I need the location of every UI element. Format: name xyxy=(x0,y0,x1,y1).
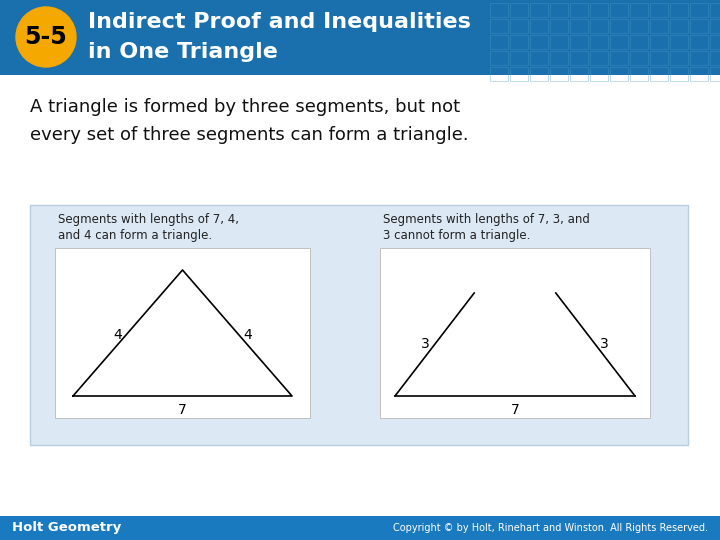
Text: Segments with lengths of 7, 3, and
3 cannot form a triangle.: Segments with lengths of 7, 3, and 3 can… xyxy=(383,213,590,242)
Bar xyxy=(630,3,648,17)
Bar xyxy=(710,67,720,81)
Text: 3: 3 xyxy=(600,338,609,352)
Circle shape xyxy=(16,7,76,67)
Bar xyxy=(670,3,688,17)
Bar xyxy=(690,67,708,81)
Bar xyxy=(650,67,668,81)
Bar xyxy=(490,35,508,49)
Bar xyxy=(510,67,528,81)
Bar xyxy=(0,0,720,75)
Bar xyxy=(550,19,568,33)
Bar xyxy=(690,19,708,33)
Bar xyxy=(590,19,608,33)
Text: Holt Geometry: Holt Geometry xyxy=(12,522,121,535)
Bar xyxy=(590,51,608,65)
Bar xyxy=(710,35,720,49)
Bar xyxy=(570,51,588,65)
Bar xyxy=(30,205,688,445)
Bar xyxy=(610,67,628,81)
Bar xyxy=(670,67,688,81)
Bar xyxy=(490,67,508,81)
Bar xyxy=(530,19,548,33)
Bar xyxy=(550,51,568,65)
Text: 7: 7 xyxy=(510,403,519,417)
Bar xyxy=(490,19,508,33)
Bar xyxy=(650,35,668,49)
Bar xyxy=(510,3,528,17)
Bar xyxy=(690,3,708,17)
Bar xyxy=(550,67,568,81)
Bar xyxy=(610,19,628,33)
Bar xyxy=(690,51,708,65)
Bar xyxy=(710,19,720,33)
Bar xyxy=(670,19,688,33)
Bar xyxy=(490,3,508,17)
Text: 3: 3 xyxy=(421,338,430,352)
Bar xyxy=(650,51,668,65)
Bar xyxy=(670,35,688,49)
Bar xyxy=(570,3,588,17)
Bar xyxy=(0,516,720,540)
Bar xyxy=(570,35,588,49)
Bar xyxy=(630,51,648,65)
Bar xyxy=(510,35,528,49)
Bar xyxy=(530,35,548,49)
Bar xyxy=(610,3,628,17)
Text: 7: 7 xyxy=(178,403,187,417)
Bar xyxy=(650,3,668,17)
Bar xyxy=(490,51,508,65)
Bar xyxy=(550,35,568,49)
Text: 4: 4 xyxy=(113,328,122,342)
Text: Indirect Proof and Inequalities: Indirect Proof and Inequalities xyxy=(88,12,471,32)
Bar xyxy=(670,51,688,65)
Bar xyxy=(610,35,628,49)
Bar xyxy=(530,67,548,81)
Text: Copyright © by Holt, Rinehart and Winston. All Rights Reserved.: Copyright © by Holt, Rinehart and Winsto… xyxy=(393,523,708,533)
Bar xyxy=(630,35,648,49)
Bar xyxy=(530,51,548,65)
Text: Segments with lengths of 7, 4,
and 4 can form a triangle.: Segments with lengths of 7, 4, and 4 can… xyxy=(58,213,239,242)
Text: 5-5: 5-5 xyxy=(24,25,68,49)
Bar xyxy=(530,3,548,17)
Text: in One Triangle: in One Triangle xyxy=(88,42,278,62)
Bar xyxy=(630,19,648,33)
Bar xyxy=(570,19,588,33)
Bar xyxy=(510,51,528,65)
Text: 4: 4 xyxy=(243,328,251,342)
Bar xyxy=(590,35,608,49)
Bar xyxy=(710,51,720,65)
Bar xyxy=(510,19,528,33)
Bar xyxy=(570,67,588,81)
Bar xyxy=(710,3,720,17)
Bar xyxy=(690,35,708,49)
Bar xyxy=(380,248,650,418)
Bar xyxy=(550,3,568,17)
Bar xyxy=(55,248,310,418)
Bar xyxy=(610,51,628,65)
Bar xyxy=(590,67,608,81)
Bar xyxy=(590,3,608,17)
Text: A triangle is formed by three segments, but not
every set of three segments can : A triangle is formed by three segments, … xyxy=(30,98,469,144)
Bar xyxy=(630,67,648,81)
Bar xyxy=(650,19,668,33)
